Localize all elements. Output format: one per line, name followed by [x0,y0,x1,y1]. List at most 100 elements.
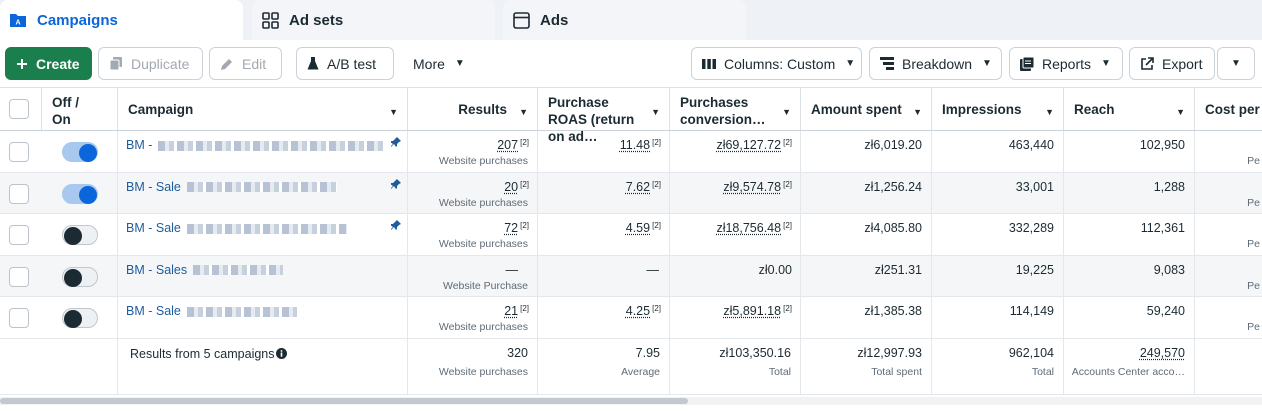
footnote-marker: [2] [520,179,529,189]
table-header: Off / On Campaign ▼ Results ▼ Purchase ROA… [0,87,1262,144]
campaign-name-link[interactable]: BM - Sale [126,304,297,318]
header-campaign[interactable]: Campaign ▼ [118,88,408,130]
results-type: Website purchases [438,196,528,209]
campaign-name: BM - [126,138,153,152]
campaign-toggle[interactable] [62,308,98,328]
caret-down-icon: ▼ [454,58,465,69]
footnote-marker: [2] [783,138,792,147]
campaign-toggle[interactable] [62,225,98,245]
breakdown-button[interactable]: Breakdown ▼ [869,47,1002,80]
toggle-knob [64,268,82,287]
duplicate-button[interactable]: Duplicate [98,47,203,80]
create-button[interactable]: Create [5,47,92,80]
row-checkbox[interactable] [9,183,29,204]
select-all-checkbox[interactable] [9,99,29,119]
impressions-value: 332,289 [1008,221,1054,235]
cost-per-type: Pe [1247,196,1260,209]
amount-spent-value: zł1,385.38 [864,304,922,318]
export-label: Export [1162,55,1203,72]
sort-icon[interactable]: ▼ [913,107,922,117]
summary-row: Results from 5 campaigns 320 Website purc… [0,338,1262,395]
tab-ads[interactable]: Ads [503,0,746,40]
campaigns-table: Off / On Campaign ▼ Results ▼ Purchase ROA… [0,87,1262,395]
results-value: — [505,262,519,277]
pin-icon[interactable] [390,178,401,192]
cost-per-type: Pe [1247,155,1260,167]
roas-value: 4.59 [625,221,651,235]
table-row[interactable]: BM - Sale 72 [2] Website purchases 4.59 [2] zł… [0,214,1262,256]
campaign-name-link[interactable]: BM - Sale [126,180,337,194]
campaign-name: BM - Sale [126,304,181,318]
horizontal-scrollbar[interactable] [0,397,1262,405]
campaign-toggle[interactable] [62,142,98,162]
campaigns-folder-icon: A [9,11,27,29]
campaign-toggle[interactable] [62,266,98,287]
header-purchases[interactable]: Purchases conversion… ▼ [670,88,801,130]
results-value: 20 [504,179,519,194]
campaign-name-link[interactable]: BM - [126,138,384,152]
table-row[interactable]: BM -207 [2] Website purchases 11.48 [2] zł69,… [0,131,1262,173]
summary-spent-sub: Total spent [871,365,922,378]
reach-value: 1,288 [1153,179,1185,194]
redacted-text [193,265,284,276]
toggle-knob [64,310,82,328]
sort-icon[interactable]: ▼ [782,107,791,117]
pin-icon[interactable] [390,136,401,150]
summary-results-sub: Website purchases [438,365,528,378]
header-impressions[interactable]: Impressions ▼ [932,88,1064,130]
reach-value: 9,083 [1153,262,1185,277]
campaign-toggle[interactable] [62,183,98,204]
sort-icon[interactable]: ▼ [389,107,398,117]
purchases-value: zł69,127.72 [716,138,782,152]
columns-icon [702,58,716,70]
header-cost-per[interactable]: Cost per [1205,102,1260,117]
columns-button[interactable]: Columns: Custom ▼ [691,47,862,80]
table-row[interactable]: BM - Sales — Website Purchase — zł0.00 zł251.… [0,255,1262,297]
sort-icon[interactable]: ▼ [1045,107,1054,117]
table-row[interactable]: BM - Sale 20 [2] Website purchases 7.62 [2] zł… [0,172,1262,214]
header-results[interactable]: Results ▼ [408,88,538,130]
ab-test-label: A/B test [327,55,377,72]
edit-label: Edit [242,55,267,72]
summary-purchases: zł103,350.16 [719,345,791,360]
export-options-button[interactable]: ▼ [1217,47,1255,80]
campaign-name-link[interactable]: BM - Sales [126,263,284,277]
more-button[interactable]: More ▼ [402,47,478,80]
row-checkbox[interactable] [9,142,29,162]
sort-icon[interactable]: ▼ [519,107,528,117]
amount-spent-value: zł6,019.20 [864,138,922,152]
sort-icon[interactable]: ▼ [1176,107,1185,117]
scrollbar-thumb[interactable] [0,398,688,404]
info-icon[interactable] [276,347,287,362]
sort-icon[interactable]: ▼ [651,107,660,117]
campaign-name: BM - Sale [126,179,181,194]
header-select-cell [0,88,42,130]
row-checkbox[interactable] [9,266,29,287]
purchases-value: zł18,756.48 [716,221,782,235]
columns-label: Columns: Custom [724,55,836,72]
ad-sets-grid-icon [261,11,279,29]
ab-test-button[interactable]: A/B test [296,47,394,80]
edit-button[interactable]: Edit [209,47,282,80]
caret-down-icon: ▼ [982,58,992,69]
pin-icon[interactable] [390,219,401,233]
summary-impressions-sub: Total [1031,365,1054,378]
export-button[interactable]: Export [1129,47,1215,80]
row-checkbox[interactable] [9,225,29,245]
header-purchases-label: Purchases conversion… [680,95,766,127]
reports-button[interactable]: Reports ▼ [1009,47,1123,80]
export-icon [1140,56,1154,71]
campaign-name-link[interactable]: BM - Sale [126,221,347,235]
table-row[interactable]: BM - Sale 21 [2] Website purchases 4.25 [2] zł… [0,297,1262,339]
header-amount-spent[interactable]: Amount spent ▼ [801,88,932,130]
reports-icon [1020,56,1034,71]
header-results-label: Results [458,102,507,117]
header-reach[interactable]: Reach ▼ [1064,88,1195,130]
row-checkbox[interactable] [9,308,29,328]
tab-ad-sets[interactable]: Ad sets [252,0,495,40]
tab-campaigns[interactable]: A Campaigns [0,0,243,40]
header-roas[interactable]: Purchase ROAS (return on ad… ▼ [538,88,670,144]
toggle-knob [79,185,97,204]
summary-impressions: 962,104 [1008,345,1054,360]
purchases-value: zł5,891.18 [723,304,782,318]
